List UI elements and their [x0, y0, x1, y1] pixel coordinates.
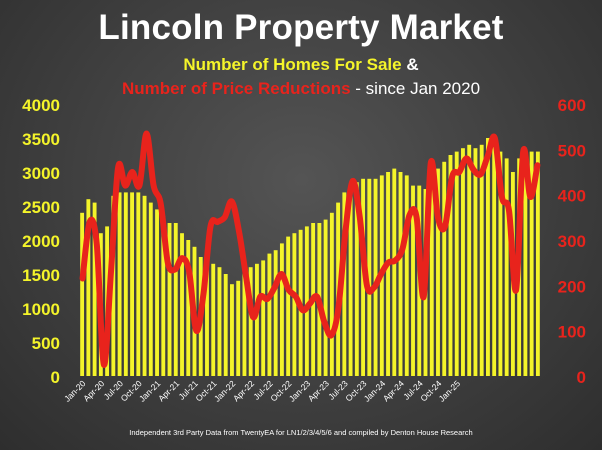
homes-for-sale-bar — [161, 216, 166, 376]
left-axis-tick-label: 4000 — [22, 96, 60, 115]
homes-for-sale-bar — [461, 148, 465, 376]
homes-for-sale-bar — [86, 199, 91, 376]
homes-for-sale-bar — [386, 172, 390, 376]
homes-for-sale-bar — [136, 192, 141, 376]
x-axis-tick-label: Apr-24 — [381, 378, 406, 403]
subtitle-price-reductions: Number of Price Reductions — [121, 79, 351, 98]
homes-for-sale-bar — [123, 192, 128, 376]
x-axis-tick-label: Apr-21 — [156, 378, 181, 403]
homes-for-sale-bar — [523, 161, 528, 376]
left-axis-tick-label: 2500 — [22, 198, 60, 217]
homes-for-sale-bar — [148, 202, 153, 376]
left-axis-tick-label: 3500 — [22, 130, 60, 149]
homes-for-sale-bar — [467, 144, 472, 376]
homes-for-sale-bar — [429, 178, 434, 376]
homes-for-sale-bar — [92, 202, 97, 376]
homes-for-sale-bar — [142, 195, 147, 376]
homes-for-sale-bar — [80, 212, 85, 376]
left-axis-tick-label: 0 — [51, 368, 60, 387]
x-axis-tick-label: Apr-23 — [306, 378, 331, 403]
homes-for-sale-bar — [186, 240, 191, 376]
right-axis-tick-label: 600 — [558, 96, 586, 115]
right-axis-tick-label: 0 — [577, 368, 586, 387]
homes-for-sale-bar — [436, 168, 440, 376]
homes-for-sale-bar — [486, 138, 490, 376]
homes-for-sale-bar — [255, 263, 259, 376]
subtitle-since: - since Jan 2020 — [350, 79, 481, 98]
homes-for-sale-bar — [236, 280, 241, 376]
homes-for-sale-bar — [498, 151, 503, 376]
homes-for-sale-bar — [273, 250, 278, 376]
left-axis-tick-label: 3000 — [22, 164, 60, 183]
homes-for-sale-bar — [130, 192, 134, 376]
homes-for-sale-bar — [111, 195, 116, 376]
homes-for-sale-bar — [473, 148, 478, 376]
homes-for-sale-bar — [329, 212, 334, 376]
right-axis-tick-label: 300 — [558, 232, 586, 251]
price-reductions-line — [79, 130, 541, 368]
homes-for-sale-bar — [411, 185, 415, 376]
homes-for-sale-bar — [286, 236, 291, 376]
homes-for-sale-bar — [535, 151, 540, 376]
homes-for-sale-bar — [267, 253, 272, 376]
homes-for-sale-bar — [167, 223, 172, 376]
subtitle-homes-for-sale: Number of Homes For Sale — [183, 55, 402, 74]
right-axis-tick-label: 200 — [558, 277, 586, 296]
chart-title: Lincoln Property Market — [98, 8, 504, 47]
homes-for-sale-bar — [479, 144, 484, 376]
homes-for-sale-bar — [173, 223, 178, 376]
homes-for-sale-bar — [211, 263, 216, 376]
left-axis-tick-label: 500 — [32, 334, 60, 353]
chart-footer: Independent 3rd Party Data from TwentyEA… — [129, 428, 473, 437]
right-axis-tick-label: 400 — [558, 187, 586, 206]
homes-for-sale-bar — [442, 161, 447, 376]
homes-for-sale-bar — [398, 172, 403, 376]
left-axis-tick-label: 1000 — [22, 300, 60, 319]
x-axis-tick-label: Apr-20 — [81, 378, 106, 403]
homes-for-sale-bar — [180, 233, 184, 376]
homes-for-sale-bar — [242, 270, 247, 376]
homes-for-sale-bar — [373, 178, 378, 376]
x-axis-tick-label: Apr-22 — [231, 378, 256, 403]
homes-for-sale-bar — [205, 260, 209, 376]
homes-for-sale-bar — [304, 226, 309, 376]
homes-for-sale-bar — [354, 182, 359, 376]
homes-for-sale-bar — [261, 260, 266, 376]
homes-for-sale-bar — [404, 175, 409, 376]
x-axis-tick-label: Jan-25 — [437, 378, 463, 404]
left-axis-tick-label: 2000 — [22, 232, 60, 251]
homes-for-sale-bar — [217, 267, 222, 376]
homes-for-sale-bar — [504, 158, 509, 376]
homes-for-sale-bar — [117, 192, 122, 376]
chart-subtitle-line2: Number of Price Reductions - since Jan 2… — [0, 79, 602, 99]
homes-for-sale-bar — [223, 274, 228, 376]
homes-for-sale-bar — [248, 267, 253, 376]
homes-for-sale-bar — [392, 168, 397, 376]
homes-for-sale-bar — [279, 243, 284, 376]
homes-for-sale-bar — [230, 284, 234, 376]
homes-for-sale-bar — [454, 151, 459, 376]
homes-for-sale-bar — [348, 185, 353, 376]
chart-subtitle-line1: Number of Homes For Sale & — [0, 55, 602, 75]
homes-for-sale-bar — [323, 219, 328, 376]
homes-for-sale-bar — [448, 155, 453, 376]
left-axis-tick-label: 1500 — [22, 266, 60, 285]
homes-for-sale-bar — [367, 178, 372, 376]
homes-for-sale-bar — [492, 138, 497, 376]
homes-for-sale-bar — [529, 151, 534, 376]
homes-for-sale-bar — [292, 233, 297, 376]
right-axis-tick-label: 100 — [558, 323, 586, 342]
homes-for-sale-bar — [155, 209, 159, 376]
subtitle-ampersand: & — [401, 55, 419, 74]
right-axis-tick-label: 500 — [558, 141, 586, 160]
homes-for-sale-bar — [342, 192, 347, 376]
